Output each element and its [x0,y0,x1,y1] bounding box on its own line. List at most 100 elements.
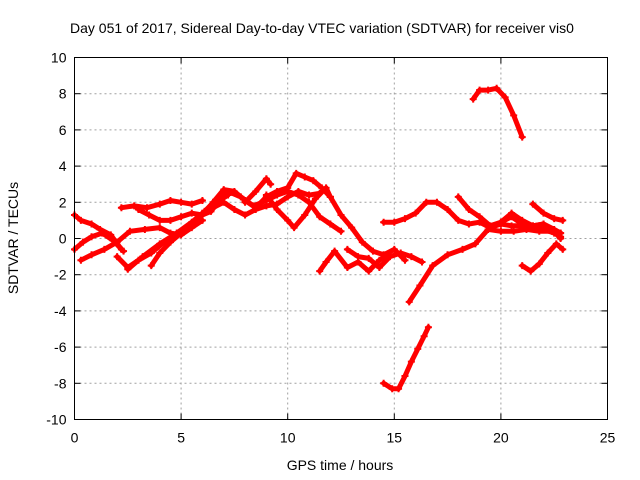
data-point [337,211,345,219]
data-point [230,187,238,195]
data-point [188,209,196,217]
data-point [548,225,556,233]
data-point [401,215,409,223]
data-point [267,180,275,188]
y-tick-label: 6 [59,122,67,138]
data-point [134,206,142,214]
data-point [156,200,164,208]
data-point [290,224,298,232]
data-point [535,260,543,268]
data-point [412,209,420,217]
data-point [552,240,560,248]
data-point [405,298,413,306]
data-point [348,224,356,232]
data-point [559,216,567,224]
data-point [375,256,383,264]
data-point [188,220,196,228]
data-point [395,385,403,393]
data-point [88,233,96,241]
data-point [354,253,362,261]
data-point [380,218,388,226]
y-tick-label: 2 [59,194,67,210]
y-tick-label: -4 [54,303,67,319]
data-point [476,86,484,94]
data-point [484,86,492,94]
series-group [71,84,567,393]
data-point [139,253,147,261]
x-tick-label: 25 [600,430,616,446]
data-point [471,240,479,248]
data-point [540,209,548,217]
data-point [241,198,249,206]
series-line-arc-9 [242,176,274,205]
data-point [510,227,518,235]
data-point [230,206,238,214]
data-point [497,218,505,226]
y-tick-label: -10 [46,412,66,428]
data-point [369,247,377,255]
data-point [365,254,373,262]
x-axis: 0 5 10 15 20 25 [71,57,616,446]
x-tick-label: 5 [177,430,185,446]
y-tick-label: 8 [59,86,67,102]
data-point [459,245,467,253]
data-point [424,323,432,331]
data-point [77,256,85,264]
data-point [557,235,565,242]
data-point [156,216,164,224]
data-point [501,93,509,101]
data-point [390,218,398,226]
data-point [220,186,228,194]
data-point [126,227,134,235]
data-point [375,263,383,271]
data-point [224,191,232,199]
data-point [518,133,526,141]
data-point [358,238,366,246]
data-point [454,216,462,224]
data-point [422,198,430,206]
data-point [365,267,373,275]
data-point [156,249,164,257]
data-point [100,245,108,253]
data-point [113,253,121,261]
y-tick-label: 4 [59,158,67,174]
data-point [331,247,339,255]
data-point [414,345,422,353]
data-point [401,256,409,264]
data-point [262,175,270,183]
x-tick-label: 15 [387,430,403,446]
data-point [147,262,155,270]
data-point [388,385,396,393]
data-point [120,247,128,255]
y-axis: -10 -8 -6 -4 -2 0 2 4 6 8 10 [46,50,608,428]
data-point [469,95,477,103]
data-point [540,220,548,228]
y-tick-label: -2 [54,267,67,283]
data-point [476,213,484,221]
data-point [465,206,473,214]
data-point [508,222,516,230]
data-point [88,220,96,228]
data-point [508,213,516,221]
data-point [79,238,87,246]
data-point [301,211,309,219]
data-point [535,227,543,235]
data-point [117,204,125,212]
data-point [316,267,324,275]
data-point [444,206,452,214]
data-point [305,191,313,199]
data-point [284,184,292,192]
data-point [166,238,174,246]
x-tick-label: 0 [71,430,79,446]
chart-title: Day 051 of 2017, Sidereal Day-to-day VTE… [70,20,574,36]
data-point [301,173,309,181]
data-point [326,220,334,228]
data-point [198,196,206,204]
data-point [529,222,537,230]
data-point [322,184,330,192]
data-point [252,187,260,195]
data-point [209,204,217,212]
data-point [429,262,437,270]
data-point [262,202,270,210]
